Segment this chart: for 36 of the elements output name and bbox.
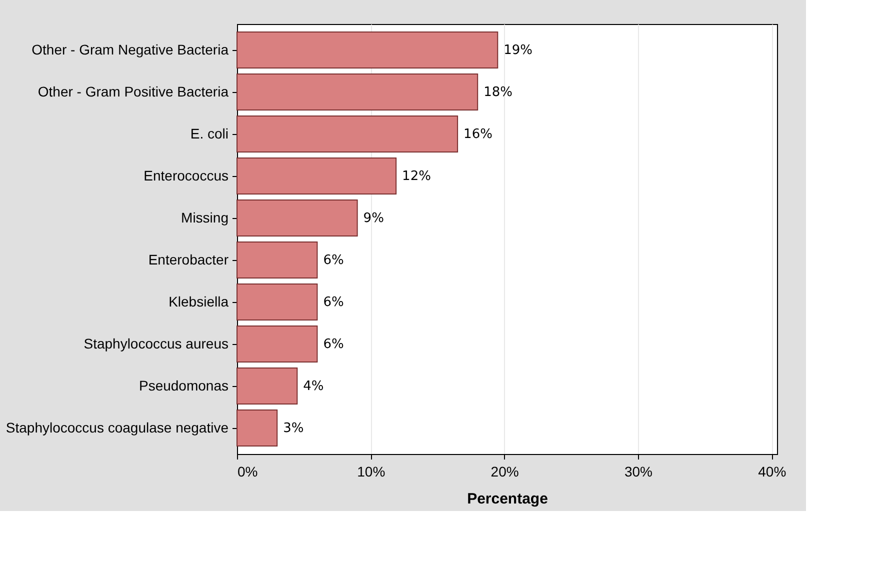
x-axis-title: Percentage [467, 490, 548, 508]
bar [236, 326, 318, 362]
bar [236, 368, 298, 404]
data-label: 6% [323, 337, 344, 352]
bar [236, 158, 397, 194]
data-label: 18% [484, 85, 512, 100]
data-label: 12% [402, 169, 431, 184]
data-label: 4% [303, 379, 324, 394]
x-tick-label: 30% [624, 464, 653, 480]
data-label: 19% [504, 43, 533, 58]
data-label: 9% [363, 211, 384, 226]
y-tick-label: Klebsiella [168, 294, 229, 310]
y-tick-label: Enterococcus [144, 168, 228, 184]
bar [236, 242, 318, 278]
y-tick-label: Missing [181, 210, 228, 226]
data-label: 6% [323, 253, 344, 268]
bar [236, 410, 278, 446]
y-tick-label: Staphylococcus coagulase negative [6, 420, 229, 436]
x-tick-label: 0% [238, 464, 258, 480]
bar [236, 32, 498, 68]
y-tick-label: Pseudomonas [138, 378, 228, 394]
bar [236, 116, 458, 152]
y-tick-label: Staphylococcus aureus [84, 336, 228, 352]
bar [236, 74, 478, 110]
x-tick-label: 20% [490, 464, 519, 480]
y-tick-label: Other - Gram Positive Bacteria [38, 84, 229, 100]
y-tick-label: Other - Gram Negative Bacteria [32, 42, 229, 58]
x-tick-label: 40% [758, 464, 786, 480]
y-tick-label: Enterobacter [148, 252, 229, 268]
y-tick-label: E. coli [190, 126, 228, 142]
x-tick-label: 10% [357, 464, 386, 480]
data-label: 3% [283, 421, 304, 436]
bar [236, 284, 318, 320]
data-label: 6% [323, 295, 344, 310]
bar [236, 200, 358, 236]
data-label: 16% [464, 127, 492, 142]
